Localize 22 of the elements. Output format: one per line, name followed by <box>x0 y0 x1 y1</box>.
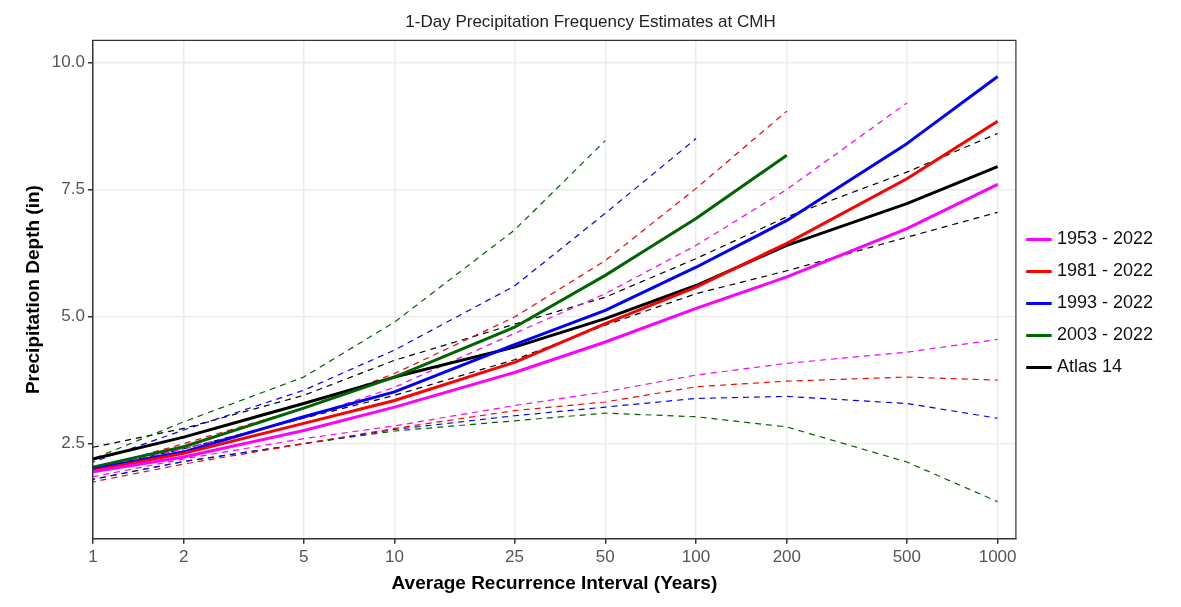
x-tick-label: 2 <box>178 546 189 566</box>
x-tick-label: 50 <box>595 546 615 566</box>
chart-title: 1-Day Precipitation Frequency Estimates at CMH <box>405 11 776 31</box>
x-tick-label: 1000 <box>978 546 1017 566</box>
x-tick-label: 1 <box>88 546 98 566</box>
x-axis-title: Average Recurrence Interval (Years) <box>391 571 718 593</box>
legend-label: 1953 - 2022 <box>1056 228 1154 249</box>
y-tick-label: 2.5 <box>61 433 85 453</box>
legend-label: 1993 - 2022 <box>1056 292 1154 313</box>
x-tick-label: 25 <box>505 546 524 566</box>
legend-label: 2003 - 2022 <box>1056 324 1154 345</box>
x-tick-label: 10 <box>385 546 404 566</box>
x-tick-label: 200 <box>772 546 802 566</box>
legend-label: Atlas 14 <box>1056 356 1122 377</box>
y-axis-title: Precipitation Depth (in) <box>21 185 43 395</box>
x-tick-label: 5 <box>298 546 309 566</box>
y-tick-label: 7.5 <box>61 179 85 199</box>
x-tick-label: 100 <box>681 546 711 566</box>
y-tick-label: 10.0 <box>51 51 85 71</box>
y-tick-label: 5.0 <box>61 306 85 326</box>
x-tick-label: 500 <box>892 546 922 566</box>
legend-label: 1981 - 2022 <box>1056 260 1154 281</box>
